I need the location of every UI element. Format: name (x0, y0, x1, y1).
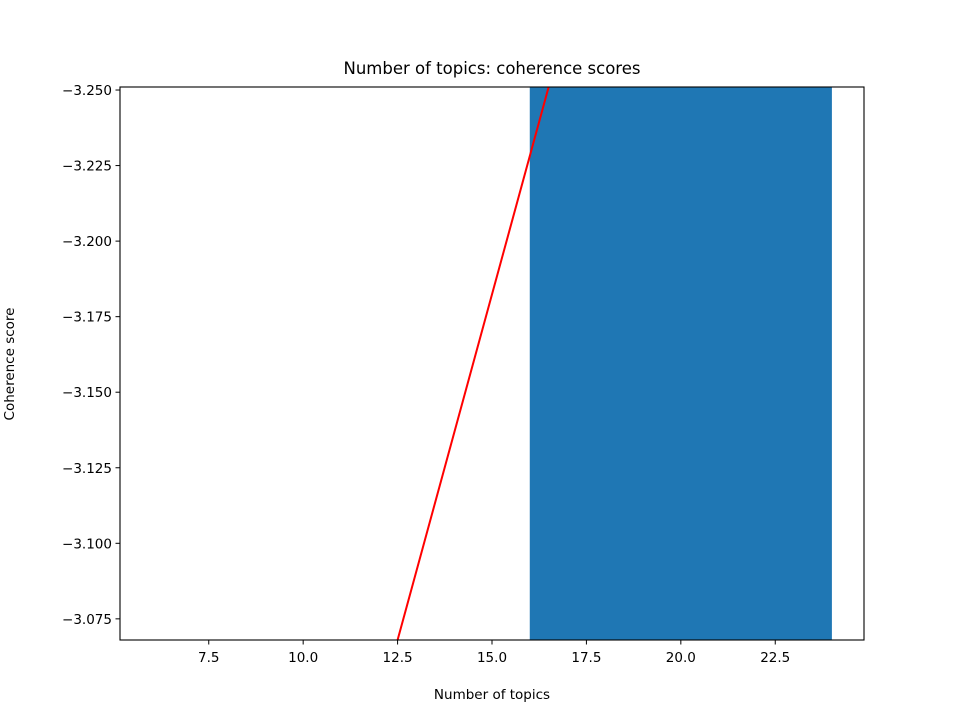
x-tick-label: 7.5 (198, 650, 219, 666)
y-axis: −3.250 −3.225 −3.200 −3.175 −3.150 −3.125 −3.1… (62, 83, 120, 628)
x-tick-label: 15.0 (477, 650, 507, 666)
plot-area (396, 87, 832, 640)
chart-title: Number of topics: coherence scores (344, 59, 641, 78)
x-tick-label: 10.0 (288, 650, 318, 666)
y-tick-label: −3.125 (62, 461, 112, 477)
y-tick-label: −3.175 (62, 310, 112, 326)
y-tick-label: −3.225 (62, 159, 112, 175)
x-axis-label: Number of topics (434, 687, 550, 703)
x-tick-label: 12.5 (383, 650, 413, 666)
x-tick-label: 17.5 (571, 650, 601, 666)
y-tick-label: −3.075 (62, 612, 112, 628)
series-line (396, 87, 550, 640)
x-tick-label: 20.0 (666, 650, 696, 666)
y-axis-label: Coherence score (2, 308, 18, 421)
y-tick-label: −3.150 (62, 385, 112, 401)
y-tick-label: −3.100 (62, 536, 112, 552)
x-axis: 7.5 10.0 12.5 15.0 17.5 20.0 22.5 (198, 640, 790, 666)
y-tick-label: −3.250 (62, 83, 112, 99)
bar-0 (529, 87, 832, 640)
x-tick-label: 22.5 (760, 650, 790, 666)
y-tick-label: −3.200 (62, 234, 112, 250)
